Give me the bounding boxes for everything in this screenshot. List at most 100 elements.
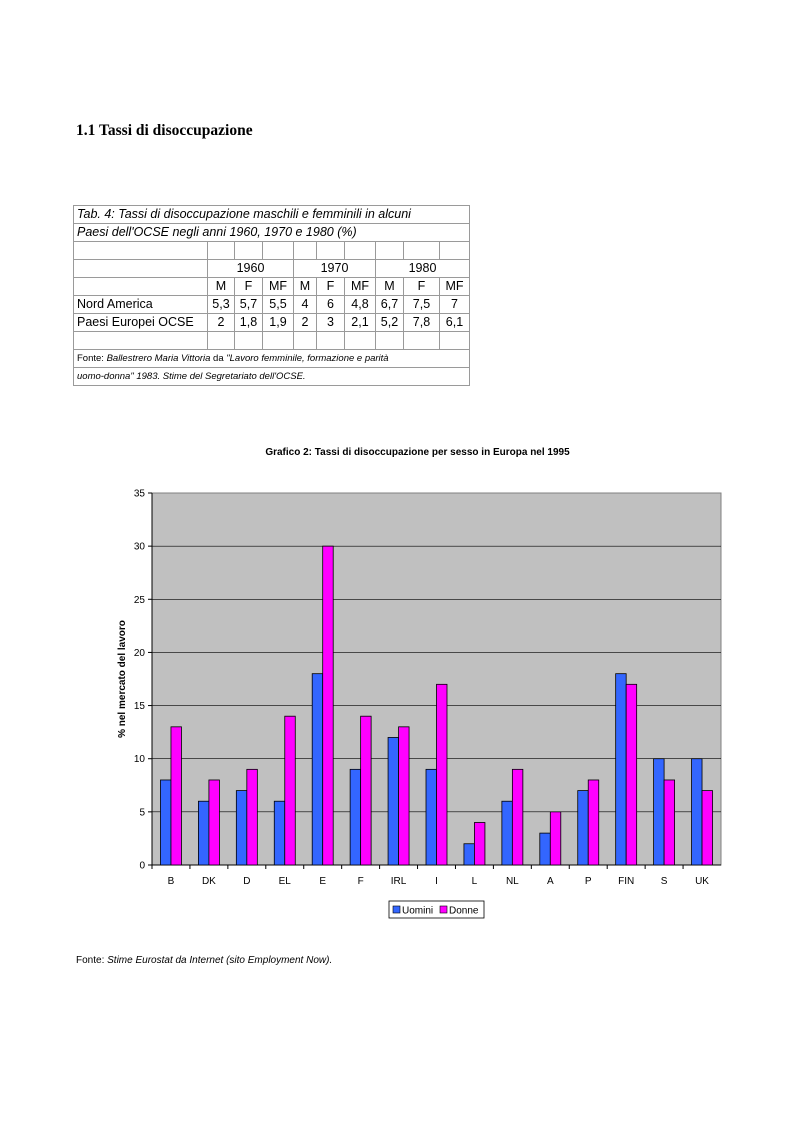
bar-donne — [170, 726, 182, 866]
year-header-1970: 1970 — [293, 259, 376, 278]
subheader: F — [316, 277, 345, 296]
table-cell: 3 — [316, 313, 345, 332]
bar-uomini — [501, 800, 513, 866]
bar-uomini — [349, 768, 362, 866]
x-tick-label: L — [472, 876, 478, 887]
bar-donne — [474, 822, 486, 866]
bar-donne — [436, 683, 448, 866]
table-cell: 7 — [439, 295, 470, 314]
bar-donne — [587, 779, 600, 866]
bar-uomini — [463, 843, 475, 866]
legend-label-donne: Donne — [449, 906, 479, 917]
table-caption-line1: Tab. 4: Tassi di disoccupazione maschili… — [73, 205, 470, 224]
y-tick-label: 35 — [134, 489, 146, 500]
table-cell: 6,7 — [375, 295, 404, 314]
legend-swatch-uomini — [392, 905, 401, 914]
bar-uomini — [311, 673, 324, 866]
section-title: 1.1 Tassi di disoccupazione — [76, 122, 253, 139]
table-cell: 4,8 — [344, 295, 376, 314]
table-row: Nord America 5,3 5,7 5,5 4 6 4,8 6,7 7,5… — [73, 295, 470, 314]
table-source-line2: uomo-donna" 1983. Stime del Segretariato… — [73, 367, 470, 386]
table-row: Paesi Europei OCSE 2 1,8 1,9 2 3 2,1 5,2… — [73, 313, 470, 332]
x-tick-label: S — [661, 876, 668, 887]
bar-donne — [246, 768, 258, 866]
bar-donne — [398, 726, 410, 866]
legend-box — [388, 900, 485, 919]
y-axis-label: % nel mercato del lavoro — [117, 620, 128, 738]
bar-uomini — [425, 768, 437, 866]
bar-uomini — [653, 758, 665, 866]
bar-uomini — [615, 673, 627, 866]
x-tick-label: I — [435, 876, 438, 887]
table-cell: 2 — [207, 313, 235, 332]
x-tick-label: F — [358, 876, 364, 887]
table-cell: 2,1 — [344, 313, 376, 332]
bar-chart: 0 5 10 15 20 25 30 35 B DK D EL E F IRL I L NL A P FIN S UK Uom… — [117, 489, 722, 919]
table-cell: 1,8 — [234, 313, 263, 332]
bar-donne — [208, 779, 220, 866]
y-tick-label: 10 — [134, 754, 146, 765]
year-header-1960: 1960 — [207, 259, 294, 278]
table-cell: 5,7 — [234, 295, 263, 314]
bar-uomini — [539, 832, 551, 866]
bar-donne — [663, 779, 675, 866]
y-tick-label: 30 — [134, 542, 146, 553]
subheader: M — [375, 277, 404, 296]
bar-uomini — [577, 790, 589, 866]
subheader: F — [403, 277, 440, 296]
y-tick-label: 15 — [134, 701, 146, 712]
x-tick-label: E — [319, 876, 326, 887]
year-header-1980: 1980 — [375, 259, 470, 278]
legend-swatch-donne — [439, 905, 448, 914]
chart-title: Grafico 2: Tassi di disoccupazione per s… — [265, 447, 570, 458]
legend-label-uomini: Uomini — [402, 906, 433, 917]
bar-uomini — [160, 779, 172, 866]
x-tick-label: D — [243, 876, 250, 887]
subheader: M — [207, 277, 235, 296]
x-tick-label: P — [585, 876, 592, 887]
x-tick-label: B — [168, 876, 175, 887]
unemployment-table: Tab. 4: Tassi di disoccupazione maschili… — [73, 205, 470, 386]
table-caption-line2: Paesi dell'OCSE negli anni 1960, 1970 e … — [73, 223, 470, 242]
bar-donne — [549, 811, 562, 866]
bar-donne — [360, 715, 372, 866]
bar-donne — [284, 715, 296, 866]
subheader: MF — [344, 277, 376, 296]
bar-uomini — [273, 800, 286, 866]
x-tick-label: DK — [202, 876, 216, 887]
table-cell: 1,9 — [262, 313, 294, 332]
y-tick-label: 5 — [139, 807, 145, 818]
bar-uomini — [387, 737, 399, 866]
table-cell: 6 — [316, 295, 345, 314]
bar-uomini — [691, 758, 703, 866]
subheader: M — [293, 277, 317, 296]
bar-donne — [701, 790, 713, 866]
x-tick-label: A — [547, 876, 554, 887]
x-tick-label: NL — [506, 876, 519, 887]
bar-uomini — [197, 800, 210, 866]
table-cell: 5,2 — [375, 313, 404, 332]
y-tick-label: 20 — [134, 648, 146, 659]
table-cell: 2 — [293, 313, 317, 332]
table-cell: 6,1 — [439, 313, 470, 332]
bar-donne — [322, 545, 334, 866]
row-label: Nord America — [73, 295, 208, 314]
x-tick-label: IRL — [391, 876, 407, 887]
x-tick-label: UK — [695, 876, 709, 887]
bar-uomini — [235, 790, 248, 866]
bar-donne — [511, 768, 524, 866]
subheader: MF — [439, 277, 470, 296]
row-label: Paesi Europei OCSE — [73, 313, 208, 332]
x-tick-label: FIN — [618, 876, 634, 887]
table-cell: 7,5 — [403, 295, 440, 314]
x-tick-label: EL — [279, 876, 292, 887]
y-tick-label: 25 — [134, 595, 146, 606]
table-cell: 5,5 — [262, 295, 294, 314]
chart-source-note: Fonte: Stime Eurostat da Internet (sito … — [76, 955, 333, 966]
table-cell: 7,8 — [403, 313, 440, 332]
bar-donne — [625, 683, 638, 866]
subheader: F — [234, 277, 263, 296]
subheader: MF — [262, 277, 294, 296]
table-cell: 5,3 — [207, 295, 235, 314]
table-cell: 4 — [293, 295, 317, 314]
